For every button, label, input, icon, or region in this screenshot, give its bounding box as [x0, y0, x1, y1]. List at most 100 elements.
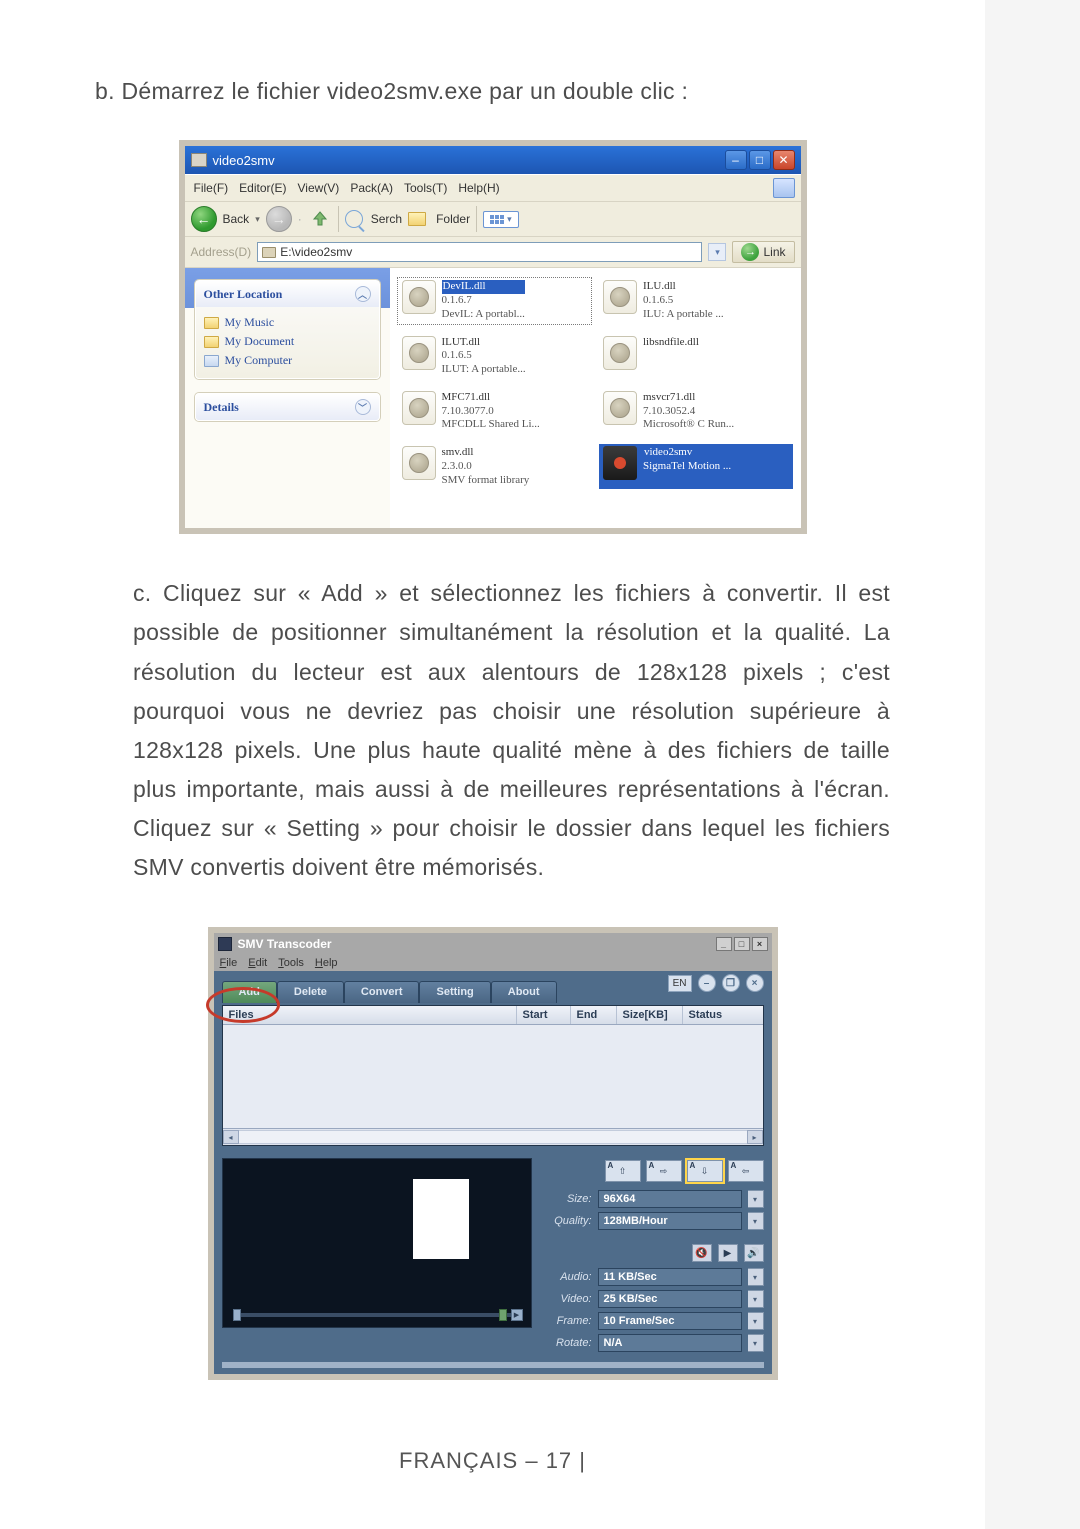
scroll-left-button[interactable]: ◂ [223, 1130, 239, 1144]
file-devil-dll[interactable]: DevIL.dll0.1.6.7DevIL: A portabl... [398, 278, 592, 323]
transcoder-titlebar: SMV Transcoder _ □ × [214, 933, 772, 955]
maximize-button[interactable]: □ [749, 150, 771, 170]
address-field[interactable]: E:\video2smv [257, 242, 702, 262]
tab-about[interactable]: About [491, 981, 557, 1003]
dropdown-icon[interactable]: ▾ [748, 1268, 764, 1286]
language-button[interactable]: EN [668, 975, 692, 992]
rot-270[interactable]: A⇦ [728, 1160, 764, 1182]
search-label[interactable]: Serch [371, 212, 402, 226]
dropdown-icon[interactable]: ▾ [748, 1212, 764, 1230]
preview-thumbnail [413, 1179, 469, 1259]
up-button[interactable] [308, 208, 332, 230]
frame-field[interactable]: 10 Frame/Sec [598, 1312, 742, 1330]
file-ilut-dll[interactable]: ILUT.dll0.1.6.5ILUT: A portable... [398, 334, 592, 379]
file-ilu-dll[interactable]: ILU.dll0.1.6.5ILU: A portable ... [599, 278, 793, 323]
col-start[interactable]: Start [517, 1006, 571, 1024]
link-my-document[interactable]: My Document [204, 332, 371, 351]
quality-field[interactable]: 128MB/Hour [598, 1212, 742, 1230]
address-dropdown[interactable]: ▾ [708, 243, 726, 261]
quality-label: Quality: [540, 1215, 592, 1227]
folders-label[interactable]: Folder [436, 212, 470, 226]
menu-help[interactable]: Help [315, 957, 338, 969]
dropdown-icon[interactable]: ▾ [748, 1334, 764, 1352]
back-label: Back [223, 212, 250, 226]
audio-field[interactable]: 11 KB/Sec [598, 1268, 742, 1286]
menu-view[interactable]: View(V) [295, 180, 343, 196]
app-icon [218, 937, 232, 951]
frame-label: Frame: [540, 1315, 592, 1327]
file-libsndfile-dll[interactable]: libsndfile.dll [599, 334, 793, 379]
settings-panel: A⇧ A⇨ A⇩ A⇦ Size: 96X64 ▾ Quality: 128MB… [540, 1158, 764, 1352]
file-video2smv-exe[interactable]: video2smvSigmaTel Motion ... [599, 444, 793, 489]
col-size[interactable]: Size[KB] [617, 1006, 683, 1024]
menu-file[interactable]: File [220, 957, 238, 969]
menu-file[interactable]: File(F) [191, 180, 232, 196]
col-files[interactable]: Files [223, 1006, 517, 1024]
sound-icon[interactable]: 🔊 [744, 1244, 764, 1262]
file-mfc71-dll[interactable]: MFC71.dll7.10.3077.0MFCDLL Shared Li... [398, 389, 592, 434]
file-msvcr71-dll[interactable]: msvcr71.dll7.10.3052.4Microsoft® C Run..… [599, 389, 793, 434]
paragraph-c: c. Cliquez sur « Add » et sélectionnez l… [95, 574, 890, 887]
dll-icon [402, 446, 436, 480]
tab-delete[interactable]: Delete [277, 981, 344, 1003]
dropdown-icon[interactable]: ▾ [748, 1312, 764, 1330]
tab-setting[interactable]: Setting [419, 981, 490, 1003]
minimize-button[interactable]: – [725, 150, 747, 170]
view-mode-button[interactable]: ▾ [483, 211, 519, 228]
computer-icon [204, 355, 219, 367]
close-button[interactable]: ✕ [773, 150, 795, 170]
go-button[interactable]: → Link [732, 241, 794, 263]
col-end[interactable]: End [571, 1006, 617, 1024]
tab-convert[interactable]: Convert [344, 981, 420, 1003]
taskgroup-details[interactable]: Details ﹀ [196, 394, 379, 420]
size-field[interactable]: 96X64 [598, 1190, 742, 1208]
trim-slider[interactable]: ▶ [233, 1311, 521, 1319]
scroll-right-button[interactable]: ▸ [747, 1130, 763, 1144]
video-field[interactable]: 25 KB/Sec [598, 1290, 742, 1308]
address-bar: Address(D) E:\video2smv ▾ → Link [185, 237, 801, 268]
menu-editor[interactable]: Editor(E) [236, 180, 289, 196]
explorer-menubar: File(F) Editor(E) View(V) Pack(A) Tools(… [185, 174, 801, 202]
window-title: video2smv [213, 153, 725, 168]
restore-round-button[interactable]: ❐ [722, 974, 740, 992]
preview-pane: ▶ [222, 1158, 532, 1328]
maximize-button[interactable]: □ [734, 937, 750, 951]
folders-icon[interactable] [408, 212, 426, 226]
app-icon [603, 446, 637, 480]
menu-tools[interactable]: Tools [278, 957, 304, 969]
col-status[interactable]: Status [683, 1006, 763, 1024]
task-pane: Other Location ︿ My Music My Document My… [185, 268, 390, 528]
tab-add[interactable]: Add [222, 981, 277, 1003]
menu-help[interactable]: Help(H) [455, 180, 502, 196]
paragraph-b: b. Démarrez le fichier video2smv.exe par… [95, 75, 890, 108]
search-icon[interactable] [345, 210, 363, 228]
dropdown-icon[interactable]: ▾ [748, 1290, 764, 1308]
rotate-field[interactable]: N/A [598, 1334, 742, 1352]
go-label: Link [763, 245, 785, 259]
close-round-button[interactable]: × [746, 974, 764, 992]
link-my-computer[interactable]: My Computer [204, 351, 371, 370]
menu-tools[interactable]: Tools(T) [401, 180, 450, 196]
slider-end-thumb[interactable] [499, 1309, 507, 1321]
menu-edit[interactable]: Edit [248, 957, 267, 969]
file-smv-dll[interactable]: smv.dll2.3.0.0SMV format library [398, 444, 592, 489]
forward-button[interactable]: → [266, 206, 292, 232]
horizontal-scrollbar[interactable]: ◂ ▸ [223, 1129, 763, 1145]
rot-0[interactable]: A⇧ [605, 1160, 641, 1182]
rot-180[interactable]: A⇩ [687, 1160, 723, 1182]
dropdown-icon[interactable]: ▾ [748, 1190, 764, 1208]
rot-90[interactable]: A⇨ [646, 1160, 682, 1182]
min-round-button[interactable]: – [698, 974, 716, 992]
mute-icon[interactable]: 🔇 [692, 1244, 712, 1262]
play-icon[interactable]: ▶ [718, 1244, 738, 1262]
slider-start-thumb[interactable] [233, 1309, 241, 1321]
close-button[interactable]: × [752, 937, 768, 951]
menu-pack[interactable]: Pack(A) [347, 180, 396, 196]
explorer-titlebar: video2smv – □ ✕ [185, 146, 801, 174]
minimize-button[interactable]: _ [716, 937, 732, 951]
address-label: Address(D) [191, 245, 252, 259]
link-my-music[interactable]: My Music [204, 313, 371, 332]
play-button[interactable]: ▶ [511, 1309, 523, 1321]
taskgroup-other-location[interactable]: Other Location ︿ [196, 281, 379, 307]
back-button[interactable]: ← [191, 206, 217, 232]
